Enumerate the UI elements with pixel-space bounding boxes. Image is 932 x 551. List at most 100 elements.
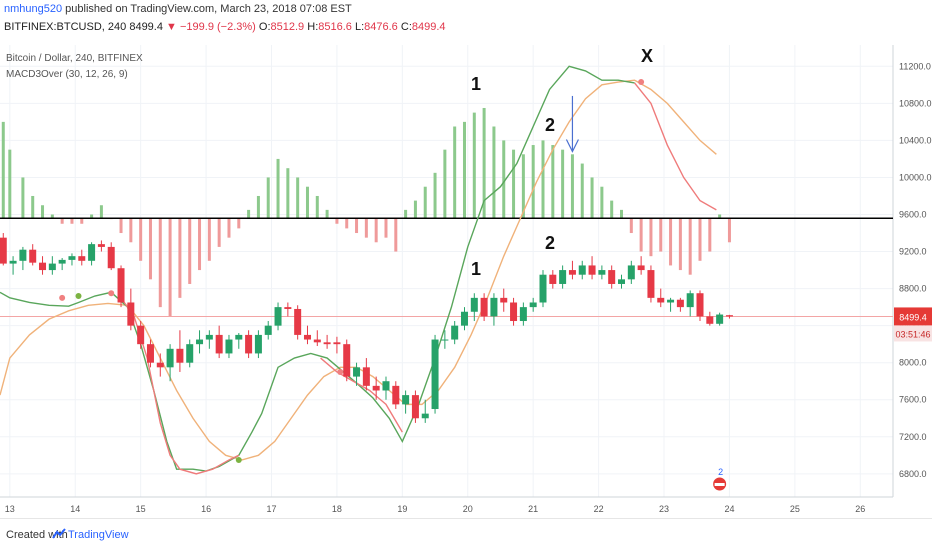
histogram-bar <box>345 218 349 229</box>
histogram-bar <box>50 214 54 219</box>
x-tick-label: 18 <box>332 504 342 514</box>
histogram-bar <box>394 218 398 252</box>
candle-body <box>588 265 596 275</box>
histogram-bar <box>384 218 388 238</box>
candle-body <box>716 314 724 324</box>
histogram-bar <box>472 112 476 219</box>
histogram-bar <box>727 218 731 243</box>
candle-body <box>264 325 272 335</box>
histogram-bar <box>413 200 417 219</box>
histogram-bar <box>590 177 594 219</box>
down-arrow-icon: ▼ <box>166 21 177 33</box>
candle-body <box>245 334 253 354</box>
x-tick-label: 24 <box>724 504 734 514</box>
candle-body <box>294 308 302 335</box>
event-count: 2 <box>718 467 723 477</box>
histogram-bar <box>217 218 221 247</box>
histogram-bar <box>561 149 565 219</box>
histogram-bar <box>129 218 133 243</box>
histogram-bar <box>70 218 74 224</box>
plot-area <box>0 45 893 497</box>
candle-body <box>598 270 606 275</box>
candle-body <box>166 348 174 368</box>
cross-dot <box>337 368 344 375</box>
candle-body <box>313 339 321 343</box>
candle-body <box>78 256 86 261</box>
x-tick-label: 19 <box>397 504 407 514</box>
histogram-bar <box>531 145 535 219</box>
tradingview-logo-icon <box>52 528 66 539</box>
candle-body <box>353 367 361 377</box>
histogram-bar <box>90 214 94 219</box>
cross-dot <box>638 79 645 86</box>
low-value: 8476.6 <box>364 21 398 33</box>
histogram-bar <box>462 121 466 219</box>
candle-body <box>372 385 380 391</box>
candle-body <box>196 339 204 345</box>
x-tick-label: 13 <box>5 504 15 514</box>
candle-body <box>392 385 400 405</box>
histogram-bar <box>698 218 702 261</box>
candle-body <box>460 311 468 326</box>
histogram-bar <box>207 218 211 261</box>
candle-body <box>539 274 547 303</box>
macd-down-segment <box>320 357 403 433</box>
histogram-bar <box>286 168 290 219</box>
histogram-bar <box>99 205 103 219</box>
histogram-bar <box>139 218 143 261</box>
series-legend[interactable]: Bitcoin / Dollar, 240, BITFINEX <box>6 53 143 64</box>
author-link[interactable]: nmhung520 <box>4 3 63 15</box>
candle-body <box>205 334 213 340</box>
y-tick-label: 11200.0 <box>899 61 931 71</box>
high-value: 8516.6 <box>318 21 352 33</box>
histogram-bar <box>512 149 516 219</box>
candle-body <box>68 256 76 260</box>
candle-body <box>627 265 635 280</box>
candle-body <box>343 344 351 377</box>
y-tick-label: 6800.0 <box>899 469 927 479</box>
histogram-bar <box>80 218 84 224</box>
histogram-bar <box>1 121 5 219</box>
histogram-bar <box>629 218 633 234</box>
candle-body <box>490 297 498 317</box>
histogram-bar <box>669 218 673 266</box>
y-tick-label: 7600.0 <box>899 395 927 405</box>
x-tick-label: 15 <box>136 504 146 514</box>
tradingview-link[interactable]: TradingView <box>68 529 129 541</box>
candle-body <box>431 339 439 410</box>
indicator-legend[interactable]: MACD3Over (30, 12, 26, 9) <box>6 69 128 80</box>
histogram-bar <box>227 218 231 238</box>
candle-body <box>676 299 684 308</box>
y-tick-label: 10000.0 <box>899 172 932 182</box>
histogram-bar <box>659 218 663 252</box>
y-tick-label: 10800.0 <box>899 98 932 108</box>
candle-body <box>29 249 37 263</box>
publish-info: nmhung520 published on TradingView.com, … <box>4 3 352 15</box>
candle-body <box>696 293 704 317</box>
y-tick-label: 8800.0 <box>899 284 927 294</box>
y-tick-label: 7200.0 <box>899 432 927 442</box>
histogram-bar <box>247 209 251 219</box>
histogram-bar <box>41 205 45 219</box>
histogram-bar <box>551 145 555 219</box>
y-tick-label: 8000.0 <box>899 358 927 368</box>
price-tag <box>894 307 932 326</box>
annotation-lower-2: 2 <box>545 233 555 253</box>
candle-body <box>451 325 459 340</box>
candle-body <box>117 268 125 303</box>
open-value: 8512.9 <box>270 21 305 33</box>
histogram-bar <box>374 218 378 243</box>
publish-text: published on TradingView.com, March 23, … <box>65 3 352 15</box>
candle-body <box>48 263 56 271</box>
candle-body <box>500 297 508 303</box>
candle-body <box>549 274 557 284</box>
histogram-bar <box>237 218 241 229</box>
candle-body <box>725 315 733 317</box>
candle-body <box>559 270 567 284</box>
close-value: 8499.4 <box>411 21 446 33</box>
symbol-label: BITFINEX:BTCUSD, 240 <box>4 21 127 33</box>
candle-body <box>519 307 527 322</box>
histogram-bar <box>325 209 329 219</box>
candle-body <box>176 348 184 363</box>
